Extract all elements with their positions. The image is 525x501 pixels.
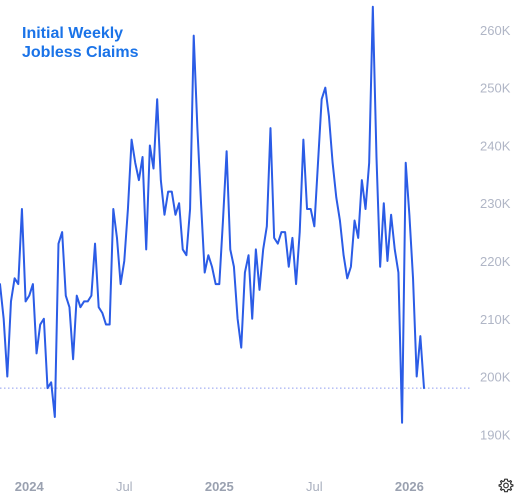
y-tick-label: 260K <box>480 23 511 38</box>
y-tick-label: 190K <box>480 427 511 442</box>
x-tick-label: 2026 <box>395 479 424 494</box>
y-tick-label: 250K <box>480 81 511 96</box>
x-tick-label: Jul <box>116 479 133 494</box>
gear-icon <box>498 478 514 493</box>
x-tick-label: Jul <box>306 479 323 494</box>
settings-button[interactable] <box>496 476 516 496</box>
x-tick-label: 2025 <box>205 479 234 494</box>
y-tick-label: 230K <box>480 196 511 211</box>
series-line <box>0 5 425 424</box>
y-tick-label: 200K <box>480 370 511 385</box>
y-tick-label: 210K <box>480 312 511 327</box>
chart-title-line-2: Jobless Claims <box>22 44 139 61</box>
x-tick-label: 2024 <box>15 479 45 494</box>
y-tick-label: 240K <box>480 138 511 153</box>
x-axis: 2024 Jul 2025 Jul 2026 <box>15 479 424 494</box>
y-tick-label: 220K <box>480 254 511 269</box>
chart-title-line-1: Initial Weekly <box>22 25 123 42</box>
y-axis: 190K 200K 210K 220K 230K 240K 250K 260K <box>480 23 511 442</box>
